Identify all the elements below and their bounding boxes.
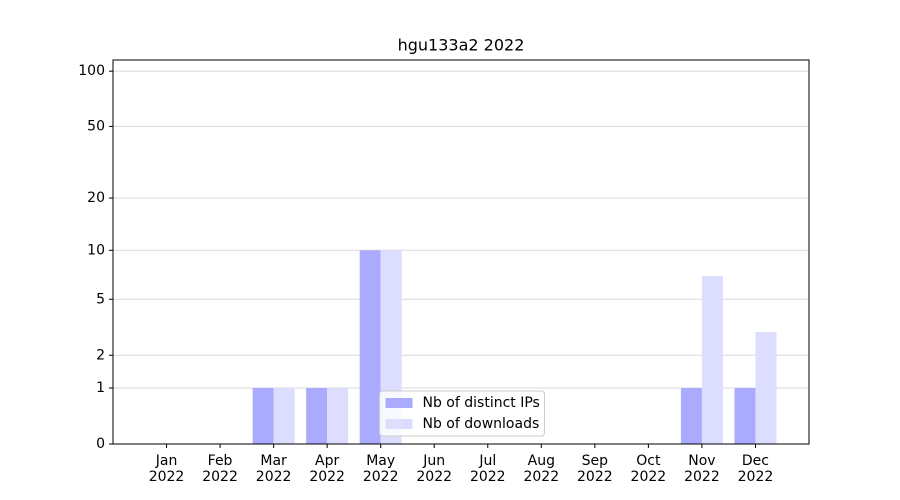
x-tick-label: Aug 2022 xyxy=(523,453,560,485)
legend-box xyxy=(379,390,545,437)
bar xyxy=(252,388,274,444)
legend-label: Nb of distinct IPs xyxy=(423,395,540,411)
y-tick-label: 2 xyxy=(96,347,105,363)
y-tick-label: 100 xyxy=(78,63,105,79)
x-tick-label: Oct 2022 xyxy=(630,453,667,485)
x-tick-label: Mar 2022 xyxy=(255,453,292,485)
y-tick-label: 5 xyxy=(96,291,105,307)
y-tick-label: 1 xyxy=(96,380,105,396)
bar xyxy=(359,250,381,444)
plot-frame xyxy=(112,59,810,445)
bar xyxy=(680,388,702,444)
bar xyxy=(701,276,723,444)
y-tick-label: 50 xyxy=(87,118,105,134)
y-tick-label: 20 xyxy=(87,190,105,206)
legend-swatch xyxy=(385,398,413,408)
x-tick-label: Nov 2022 xyxy=(684,453,720,485)
x-tick-label: Sep 2022 xyxy=(577,453,613,485)
legend-label: Nb of downloads xyxy=(423,416,540,432)
bar xyxy=(273,388,295,444)
bar xyxy=(306,388,328,444)
bar xyxy=(734,388,756,444)
bar xyxy=(755,332,777,444)
x-tick-label: May 2022 xyxy=(362,453,399,485)
x-tick-label: Dec 2022 xyxy=(737,453,774,485)
bar xyxy=(327,388,349,444)
x-tick-label: Feb 2022 xyxy=(202,453,238,485)
x-tick-label: Apr 2022 xyxy=(309,453,345,485)
chart-title: hgu133a2 2022 xyxy=(398,36,525,55)
x-tick-label: Jan 2022 xyxy=(148,453,185,485)
x-tick-label: Jun 2022 xyxy=(416,453,453,485)
y-tick-label: 10 xyxy=(87,242,105,258)
x-tick-label: Jul 2022 xyxy=(469,453,506,485)
legend-swatch xyxy=(385,419,413,429)
y-tick-label: 0 xyxy=(96,436,105,452)
